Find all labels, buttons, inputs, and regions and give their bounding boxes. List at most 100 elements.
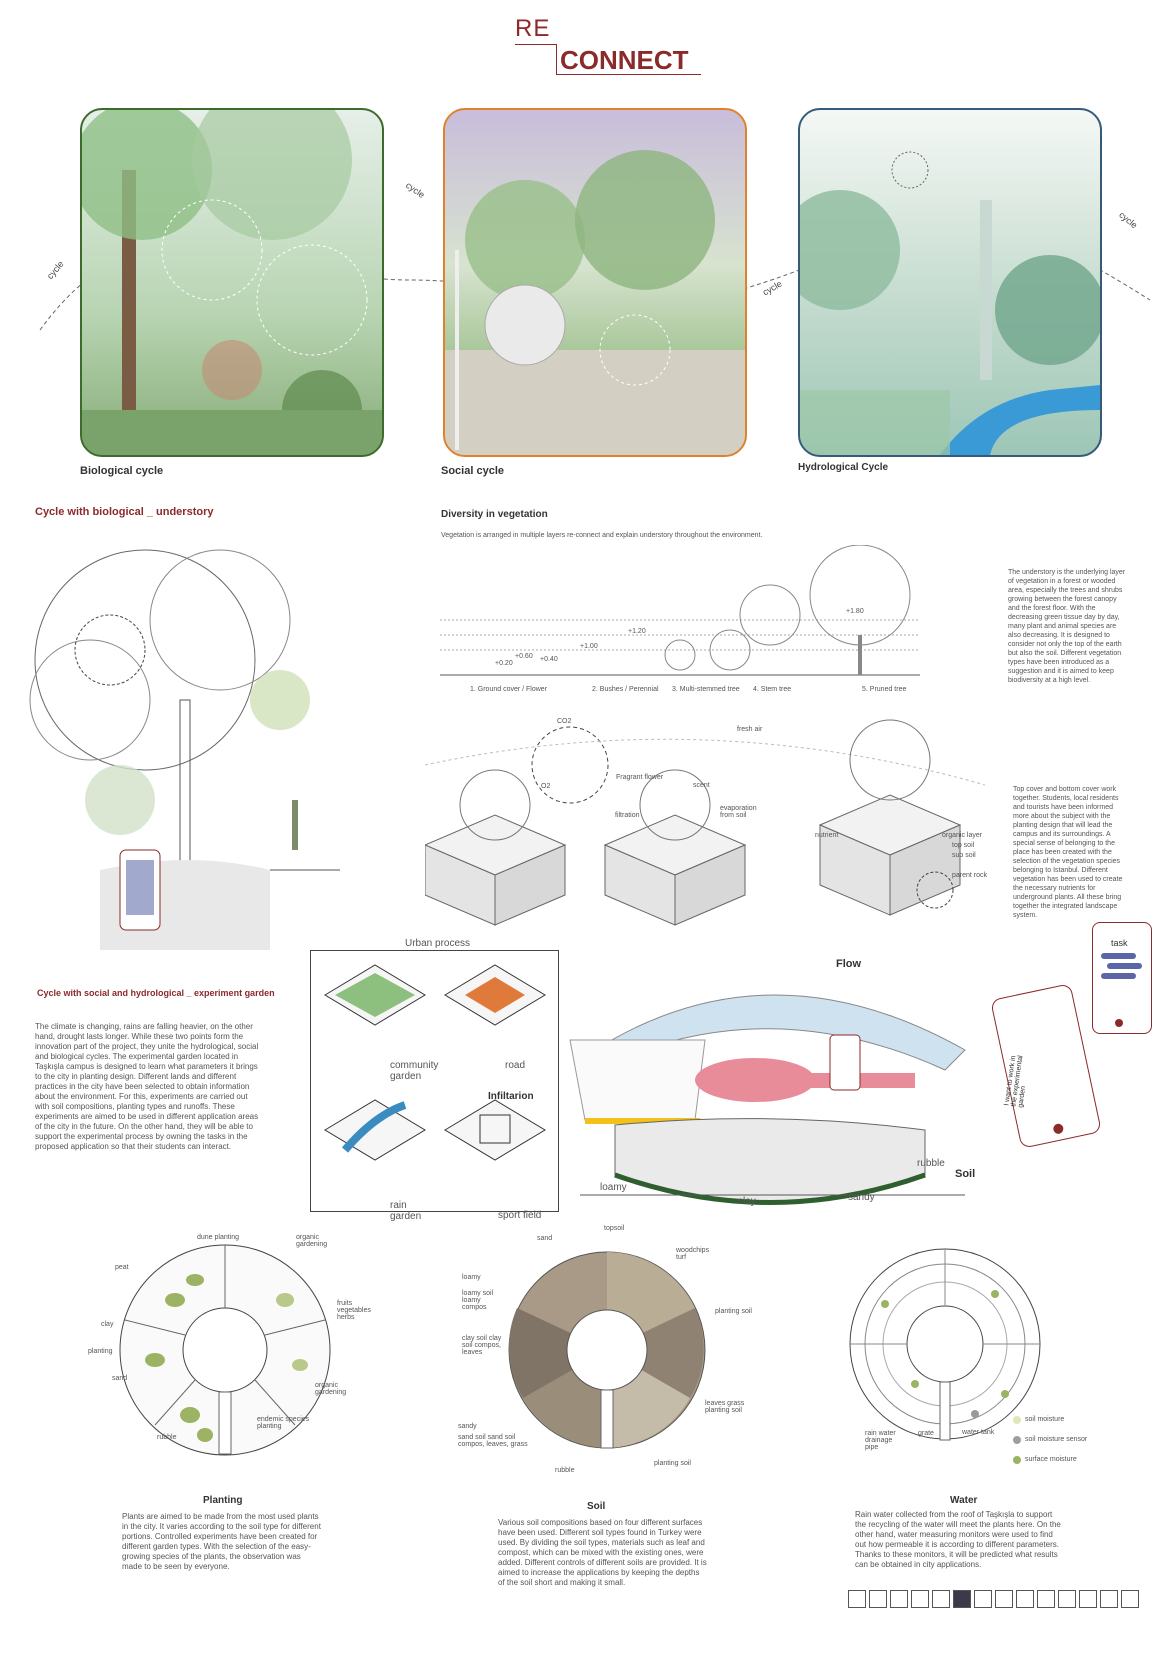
urban-process-title: Urban process	[402, 938, 474, 949]
soil-wheel-label: clay soil clay soil compos, leaves	[462, 1335, 502, 1356]
water-legend-label: surface moisture	[1025, 1456, 1077, 1463]
water-wheel	[849, 1248, 1041, 1441]
phone-task-mockup: task	[1092, 922, 1152, 1034]
urban-label-infiltration: Infiltarion	[488, 1091, 534, 1102]
forest-scene	[82, 110, 382, 455]
height-mark: +1.00	[580, 643, 598, 650]
cycle-label-o2: O2	[541, 783, 551, 790]
panel-caption: Biological cycle	[80, 465, 164, 477]
planting-wheel	[119, 1244, 331, 1456]
page-indicator-box[interactable]	[890, 1590, 908, 1608]
planting-description: Plants are aimed to be made from the mos…	[122, 1512, 321, 1571]
soil-description: Various soil compositions based on four …	[498, 1518, 707, 1587]
flow-soil-rubble: rubble	[917, 1158, 945, 1169]
section-title-experiment-garden: Cycle with social and hydrological _ exp…	[37, 988, 275, 998]
urban-label-sport: sport field	[498, 1210, 542, 1221]
flow-title: Flow	[836, 958, 862, 970]
vegetation-layer-label: 2. Bushes / Perennial	[592, 686, 659, 693]
cycle-label-nutrient: nutrient	[815, 832, 839, 839]
flow-soil-clay: clay	[738, 1196, 756, 1207]
water-wheel-label: water tank	[962, 1429, 995, 1436]
understory-description: The understory is the underlying layer o…	[1008, 569, 1126, 684]
topcover-description: Top cover and bottom cover work together…	[1013, 786, 1123, 919]
soil-wheel-label: topsoil	[604, 1225, 625, 1232]
soil-wheel	[508, 1251, 706, 1449]
vegetation-layer-label: 1. Ground cover / Flower	[470, 686, 548, 693]
page-indicator-box[interactable]	[1100, 1590, 1118, 1608]
section-title-diversity: Diversity in vegetation	[441, 509, 548, 520]
soil-cubes-diagram	[425, 719, 985, 926]
height-mark: +1.20	[628, 628, 646, 635]
soil-wheel-label: loamy soil loamy compos	[462, 1290, 494, 1311]
page-indicator	[848, 1590, 1139, 1608]
phone-task-label: task	[1111, 938, 1128, 948]
water-legend-dots	[1013, 1416, 1021, 1464]
height-mark: +1.80	[846, 608, 864, 615]
understory-tree-illustration	[29, 549, 340, 950]
urban-label-road: road	[505, 1060, 526, 1071]
planting-wheel-label: organic gardening	[296, 1234, 328, 1248]
page-indicator-box[interactable]	[1037, 1590, 1055, 1608]
phone-task-bar	[1101, 953, 1136, 959]
page-indicator-box[interactable]	[869, 1590, 887, 1608]
cycle-label-fragrant-flower: Fragrant flower	[616, 774, 664, 781]
title-re: RE	[515, 15, 551, 42]
flow-soil-diagram	[569, 994, 966, 1205]
title-rule	[556, 44, 557, 74]
cycle-label-co2: CO2	[557, 718, 572, 725]
page-indicator-box[interactable]	[953, 1590, 971, 1608]
page-indicator-box[interactable]	[1079, 1590, 1097, 1608]
cycle-label-sub-soil: sub soil	[952, 852, 976, 859]
cycle-label-top-soil: top soil	[952, 842, 975, 849]
phone-home-button	[1115, 1019, 1123, 1027]
soil-title: Soil	[587, 1501, 606, 1512]
soil-wheel-label: leaves grass planting soil	[705, 1400, 745, 1414]
cycle-label-organic-layer: organic layer	[942, 832, 983, 839]
page-indicator-box[interactable]	[1058, 1590, 1076, 1608]
panel-caption: Social cycle	[441, 465, 504, 477]
cycle-label-parent-rock: parent rock	[952, 872, 988, 879]
water-legend-label: soil moisture sensor	[1025, 1436, 1088, 1443]
soil-wheel-label: planting soil	[715, 1308, 752, 1315]
height-mark: +0.40	[540, 656, 558, 663]
soil-wheel-label: sand soil sand soil compos, leaves, gras…	[458, 1434, 528, 1448]
planting-wheel-label: sand	[112, 1375, 128, 1382]
phone-garden-message: I want to work in the experimental garde…	[1003, 1054, 1028, 1109]
page-indicator-box[interactable]	[995, 1590, 1013, 1608]
urban-process-diagrams	[324, 964, 546, 1161]
cycle-label-evaporation: evaporation from soil	[720, 805, 757, 819]
page-indicator-box[interactable]	[848, 1590, 866, 1608]
page-indicator-box[interactable]	[911, 1590, 929, 1608]
climate-description: The climate is changing, rains are falli…	[35, 1022, 259, 1151]
phone-task-bar	[1101, 973, 1136, 979]
planting-wheel-label: dune planting	[197, 1234, 240, 1241]
hydrological-cycle-illustration	[798, 108, 1102, 457]
phone-task-bar	[1107, 963, 1142, 969]
page-indicator-box[interactable]	[1121, 1590, 1139, 1608]
water-description: Rain water collected from the roof of Ta…	[855, 1510, 1061, 1569]
height-mark: +0.60	[515, 653, 533, 660]
flow-soil-loamy: loamy	[600, 1182, 627, 1193]
page-indicator-box[interactable]	[932, 1590, 950, 1608]
planting-wheel-label: peat	[115, 1264, 129, 1271]
social-cycle-illustration	[443, 108, 747, 457]
planting-wheel-label: organic gardening	[315, 1382, 347, 1396]
urban-label-community: community garden	[390, 1060, 439, 1082]
water-title: Water	[950, 1495, 978, 1506]
water-wheel-label: grate	[918, 1430, 934, 1437]
height-mark: +0.20	[495, 660, 513, 667]
page-indicator-box[interactable]	[1016, 1590, 1034, 1608]
vegetation-layer-label: 4. Stem tree	[753, 686, 792, 693]
soil-wheel-label: woodchips turf	[676, 1247, 710, 1261]
water-wheel-label: rain water drainage pipe	[865, 1430, 896, 1451]
section-title-understory: Cycle with biological _ understory	[35, 506, 214, 518]
vegetation-layers-diagram	[440, 545, 920, 676]
park-scene	[445, 150, 745, 455]
page-indicator-box[interactable]	[974, 1590, 992, 1608]
water-legend-label: soil moisture	[1025, 1416, 1065, 1423]
planting-wheel-label: endemic species planting	[257, 1416, 310, 1430]
panel-caption: Hydrological Cycle	[798, 462, 889, 473]
soil-wheel-label: rubble	[555, 1467, 575, 1474]
vegetation-layer-label: 3. Multi-stemmed tree	[672, 686, 740, 693]
title-rule	[556, 74, 701, 75]
